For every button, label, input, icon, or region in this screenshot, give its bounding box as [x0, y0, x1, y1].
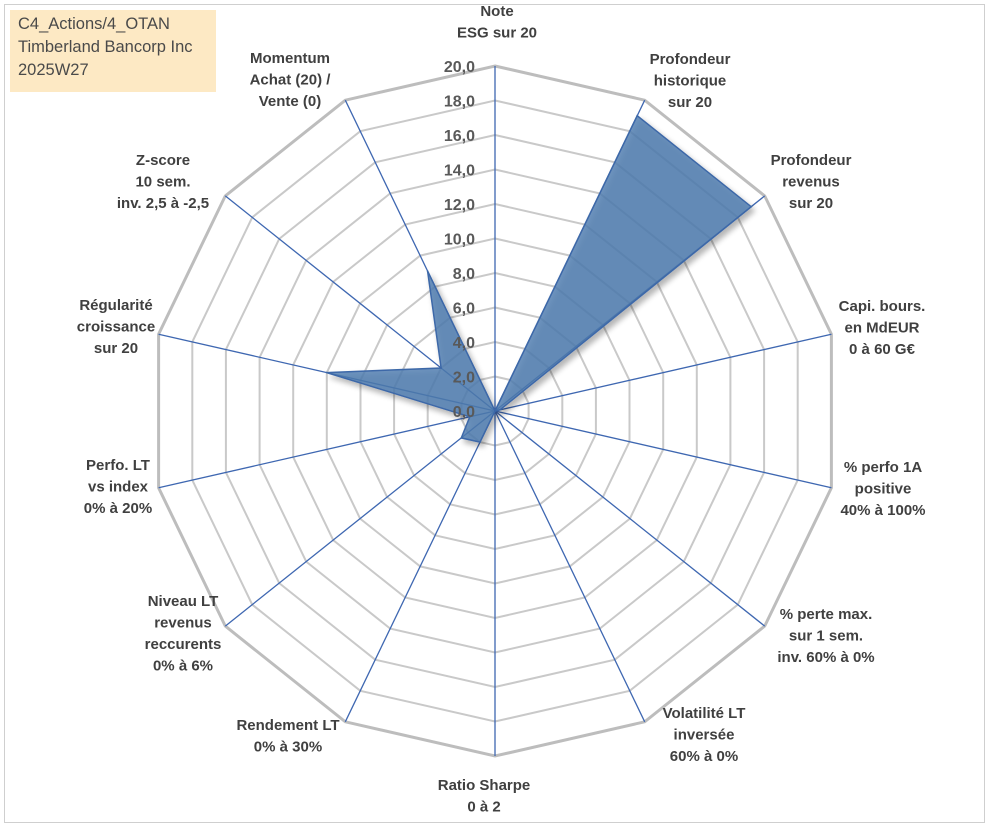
axis-label-line: croissance	[77, 319, 155, 336]
axis-label-line: revenus	[782, 174, 840, 191]
axis-label-3: Capi. bours. en MdEUR 0 à 60 G€	[839, 298, 926, 358]
axis-label-6: Volatilité LT inversée 60% à 0%	[663, 705, 746, 765]
series-point-11	[326, 371, 328, 374]
axis-label-line: Note	[480, 3, 513, 20]
spoke-5	[494, 410, 766, 627]
axis-label-line: Régularité	[79, 297, 152, 314]
axis-label-9: Niveau LT revenus reccurents 0% à 6%	[145, 593, 222, 675]
series-point-9	[460, 437, 463, 439]
axis-label-1: Profondeur historique sur 20	[650, 51, 731, 111]
spoke-8	[344, 410, 496, 723]
series-point-10	[469, 416, 471, 418]
spoke-4	[494, 410, 832, 489]
series-point-13	[426, 270, 429, 272]
tick-label-6: 6,0	[453, 301, 475, 318]
tick-label-16: 16,0	[444, 128, 475, 145]
title-line-portfolio: C4_Actions/4_OTAN	[18, 15, 170, 33]
axis-label-line: revenus	[154, 615, 212, 632]
axis-label-line: inv. 2,5 à -2,5	[117, 195, 209, 212]
axis-label-line: Capi. bours.	[839, 298, 926, 315]
radar-axis-labels: Note ESG sur 20 Profondeur historique sur 20…	[77, 3, 926, 816]
tick-label-14: 14,0	[444, 163, 475, 180]
axis-label-8: Rendement LT 0% à 30%	[236, 717, 339, 756]
tick-label-18: 18,0	[444, 94, 475, 111]
series-point-3	[499, 409, 501, 411]
axis-label-line: vs index	[88, 479, 149, 496]
spoke-6	[494, 410, 646, 723]
axis-label-line: inv. 60% à 0%	[777, 649, 874, 666]
axis-label-12: Z-score 10 sem. inv. 2,5 à -2,5	[117, 152, 209, 212]
axis-label-line: sur 1 sem.	[789, 628, 863, 645]
axis-label-line: 10 sem.	[135, 174, 190, 191]
axis-label-line: en MdEUR	[845, 320, 920, 337]
axis-label-line: 0 à 2	[467, 799, 500, 816]
axis-label-13: Momentum Achat (20) / Vente (0)	[250, 50, 332, 110]
axis-label-line: 40% à 100%	[840, 502, 925, 519]
axis-label-line: ESG sur 20	[457, 25, 537, 42]
axis-label-line: % perte max.	[780, 606, 873, 623]
radar-tick-labels: 0,0 2,0 4,0 6,0 8,0 10,0 12,0 14,0 16,0 18,0 20,0	[444, 59, 475, 421]
spoke-3	[494, 333, 832, 412]
tick-label-12: 12,0	[444, 197, 475, 214]
tick-label-20: 20,0	[444, 59, 475, 76]
axis-label-line: historique	[654, 73, 727, 90]
series-point-7	[494, 410, 496, 412]
axis-label-0: Note ESG sur 20	[457, 3, 537, 42]
chart-title-box: C4_Actions/4_OTAN Timberland Bancorp Inc…	[10, 10, 216, 92]
axis-label-line: % perfo 1A	[844, 459, 923, 476]
axis-label-line: Z-score	[136, 152, 190, 169]
title-line-company: Timberland Bancorp Inc	[18, 38, 193, 56]
axis-label-line: Rendement LT	[236, 717, 339, 734]
axis-label-2: Profondeur revenus sur 20	[771, 152, 852, 212]
axis-label-line: positive	[855, 481, 912, 498]
tick-label-4: 4,0	[453, 335, 475, 352]
series-area	[326, 114, 753, 443]
axis-label-11: Régularité croissance sur 20	[77, 297, 155, 357]
axis-label-line: Vente (0)	[259, 93, 322, 110]
axis-label-line: 0% à 30%	[254, 739, 322, 756]
tick-label-0: 0,0	[453, 404, 475, 421]
axis-label-line: 0% à 6%	[153, 658, 213, 675]
series-point-2	[750, 205, 752, 208]
axis-label-line: 0 à 60 G€	[849, 341, 916, 358]
axis-label-5: % perte max. sur 1 sem. inv. 60% à 0%	[777, 606, 874, 666]
series-point-1	[636, 114, 638, 117]
axis-label-line: reccurents	[145, 636, 222, 653]
spoke-10	[158, 410, 496, 489]
series-point-12	[440, 367, 442, 369]
axis-label-line: Profondeur	[650, 51, 731, 68]
axis-label-line: sur 20	[668, 94, 712, 111]
axis-label-line: Niveau LT	[148, 593, 219, 610]
axis-label-line: 60% à 0%	[670, 748, 738, 765]
axis-label-line: inversée	[674, 727, 735, 744]
tick-label-10: 10,0	[444, 232, 475, 249]
axis-label-line: Perfo. LT	[86, 457, 150, 474]
tick-label-2: 2,0	[453, 370, 475, 387]
axis-label-10: Perfo. LT vs index 0% à 20%	[84, 457, 152, 517]
axis-label-line: Profondeur	[771, 152, 852, 169]
axis-label-line: sur 20	[789, 195, 833, 212]
axis-label-line: Volatilité LT	[663, 705, 746, 722]
spoke-9	[224, 410, 496, 627]
axis-label-line: 0% à 20%	[84, 500, 152, 517]
axis-label-7: Ratio Sharpe 0 à 2	[438, 777, 531, 816]
axis-label-4: % perfo 1A positive 40% à 100%	[840, 459, 925, 519]
axis-label-line: Achat (20) /	[250, 72, 332, 89]
series-point-8	[479, 441, 481, 443]
title-line-week: 2025W27	[18, 61, 89, 79]
tick-label-8: 8,0	[453, 266, 475, 283]
axis-label-line: Ratio Sharpe	[438, 777, 531, 794]
axis-label-line: Momentum	[250, 50, 330, 67]
radar-series	[326, 114, 753, 443]
axis-label-line: sur 20	[94, 340, 138, 357]
